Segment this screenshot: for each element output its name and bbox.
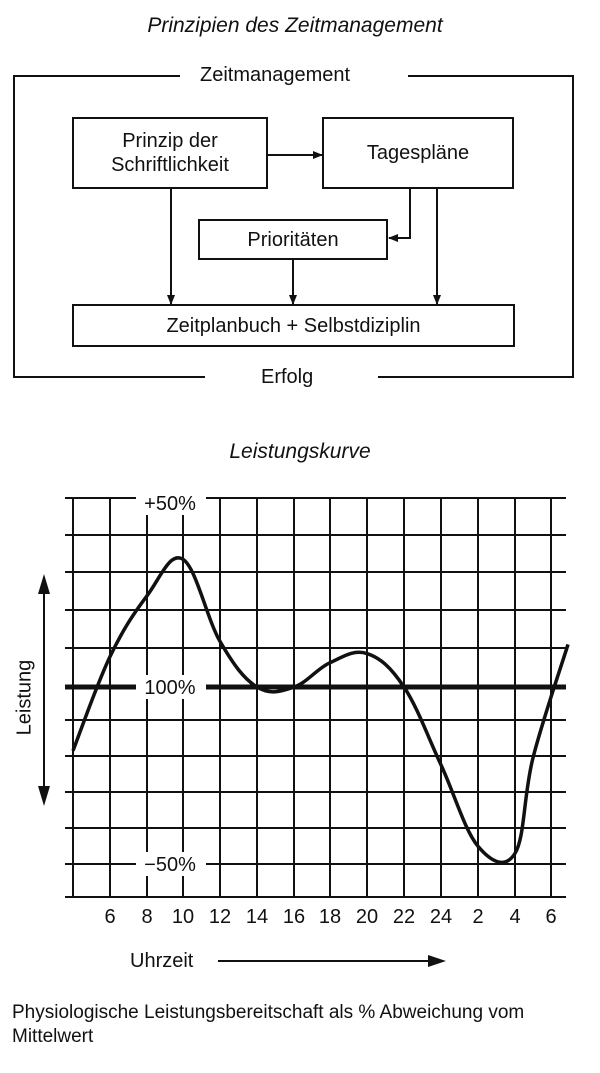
x-tick-label: 24: [430, 906, 452, 928]
chart-caption: Physiologische Leistungsbereitschaft als…: [12, 1002, 525, 1047]
arrow-tagesplaene-to-prioritaeten: [388, 189, 411, 242]
x-axis-label: Uhrzeit: [130, 950, 194, 972]
x-tick-label: 6: [545, 906, 556, 928]
diagram-title: Prinzipien des Zeitmanagement: [147, 14, 443, 37]
y-axis-arrow-head-up: [38, 574, 50, 594]
y-axis-arrow-head-down: [38, 786, 50, 806]
x-tick-label: 4: [509, 906, 520, 928]
node-prinzip-line2: Schriftlichkeit: [111, 154, 229, 176]
node-zeitplanbuch: Zeitplanbuch + Selbstdiziplin: [72, 304, 515, 347]
chart-labels: +50%100%−50%6 8 10 12 14 16 18 20 22 24 2 4 6: [104, 491, 557, 928]
x-tick-label: 22: [393, 906, 415, 928]
y-tick-label-bg: [136, 491, 206, 515]
y-tick-label: +50%: [144, 493, 196, 515]
node-prioritaeten: Prioritäten: [198, 219, 388, 260]
frame-label: Zeitmanagement: [200, 64, 351, 86]
outcome-label: Erfolg: [261, 366, 314, 388]
x-axis-arrow-head: [428, 955, 446, 967]
x-tick-label: 20: [356, 906, 378, 928]
x-tick-label: 10: [172, 906, 194, 928]
frame-line: [13, 75, 205, 378]
node-prinzip-line1: Prinzip der: [122, 130, 218, 152]
y-tick-label-bg: [136, 675, 206, 699]
y-tick-label: −50%: [144, 854, 196, 876]
x-tick-label: 12: [209, 906, 231, 928]
chart-marks: [71, 556, 570, 865]
y-tick-label: 100%: [144, 677, 195, 699]
x-tick-label: 14: [246, 906, 268, 928]
chart-title: Leistungskurve: [229, 440, 371, 463]
chart-grid: [65, 497, 566, 898]
frame-line: [378, 75, 574, 378]
x-tick-label: 8: [141, 906, 152, 928]
y-tick-label-bg: [136, 852, 206, 876]
leistungskurve-line: [71, 556, 570, 865]
x-tick-label: 6: [104, 906, 115, 928]
leistungskurve-chart: +50%100%−50%6 8 10 12 14 16 18 20 22 24 2 4 6: [38, 491, 570, 967]
y-axis-label: Leistung: [13, 659, 36, 736]
x-tick-label: 2: [472, 906, 483, 928]
node-prinzip: Prinzip der Schriftlichkeit: [72, 117, 268, 189]
x-tick-label: 18: [319, 906, 341, 928]
x-tick-label: 16: [283, 906, 305, 928]
diagram-lines: [13, 75, 574, 378]
node-tagesplaene: Tagespläne: [322, 117, 514, 189]
